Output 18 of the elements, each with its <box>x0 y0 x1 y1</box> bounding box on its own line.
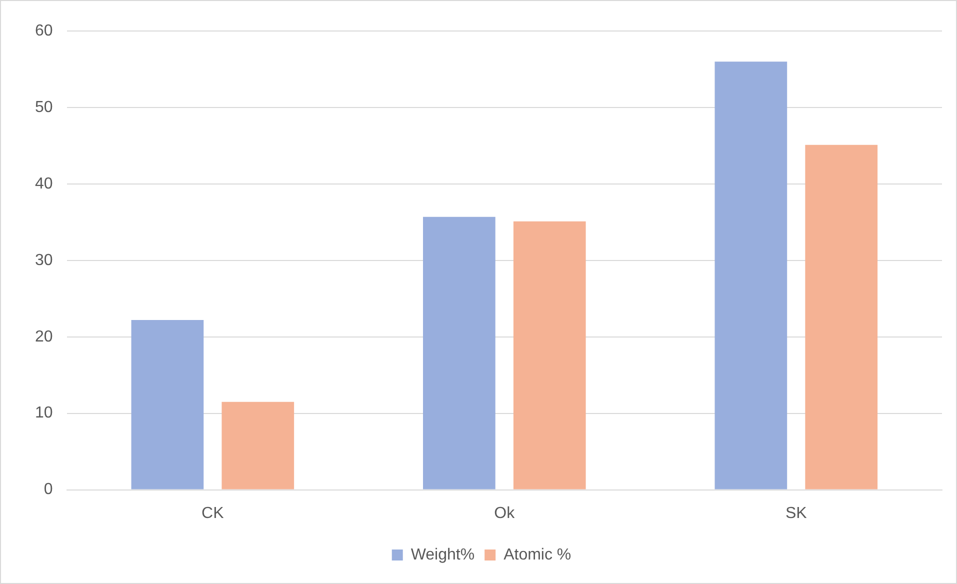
y-tick-label: 60 <box>35 22 53 40</box>
bar <box>513 221 586 490</box>
bar <box>222 402 294 490</box>
y-tick-label: 50 <box>35 98 53 116</box>
y-tick-label: 20 <box>35 328 53 346</box>
legend-label: Atomic % <box>504 546 572 564</box>
y-tick-label: 40 <box>35 175 53 192</box>
bar <box>423 216 496 490</box>
bar <box>805 144 878 490</box>
legend-label: Weight% <box>410 546 475 564</box>
x-tick-label: CK <box>202 504 224 522</box>
bar <box>714 62 788 490</box>
y-tick-label: 10 <box>35 404 53 422</box>
x-tick-label: SK <box>785 504 808 522</box>
y-tick-label: 30 <box>35 252 53 269</box>
x-tick-label: Ok <box>494 504 516 522</box>
bar <box>131 320 204 490</box>
y-tick-label: 0 <box>44 481 53 498</box>
